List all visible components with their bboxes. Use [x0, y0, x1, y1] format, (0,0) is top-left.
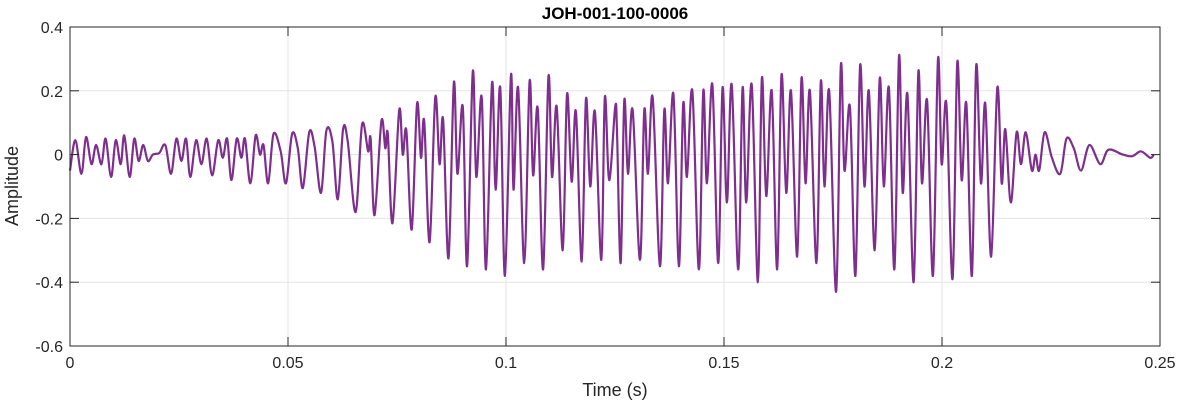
grid — [69, 26, 1161, 347]
chart-title: JOH-001-100-0006 — [542, 4, 688, 23]
plot-area — [68, 54, 1155, 293]
y-tick-label: 0.2 — [41, 84, 63, 101]
x-tick-label: 0.05 — [272, 355, 303, 372]
x-tick-label: 0.2 — [931, 355, 953, 372]
axes-box — [69, 26, 1161, 347]
y-tick-label: -0.2 — [35, 211, 63, 228]
x-tick-label: 0.25 — [1144, 355, 1175, 372]
x-tick-label: 0.15 — [708, 355, 739, 372]
y-tick-label: 0.4 — [41, 20, 63, 37]
x-tick-label: 0.1 — [495, 355, 517, 372]
y-axis-label: Amplitude — [2, 146, 22, 226]
ticks: 0 0.05 0.1 0.15 0.2 0.25 0.4 0.2 0 -0.2 -0.4 -0.6 — [35, 20, 1175, 372]
waveform-line — [68, 54, 1155, 293]
y-tick-label: 0 — [54, 148, 63, 165]
y-tick-label: -0.4 — [35, 275, 63, 292]
x-axis-label: Time (s) — [582, 380, 647, 400]
x-tick-label: 0 — [66, 355, 75, 372]
y-tick-label: -0.6 — [35, 339, 63, 356]
